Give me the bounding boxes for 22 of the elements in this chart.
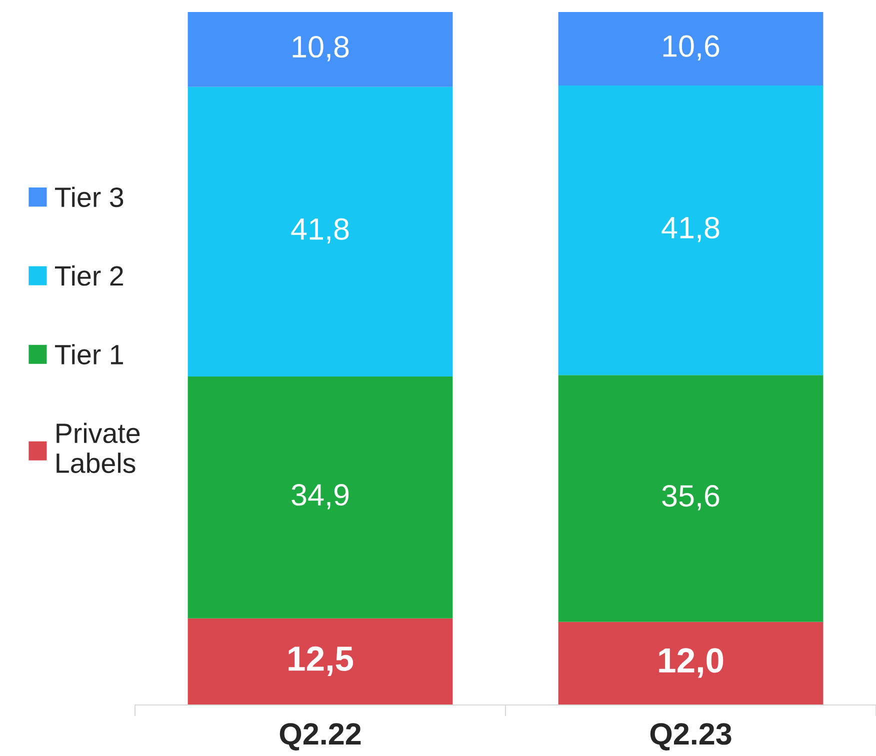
data-label: 12,5 [288,646,354,676]
data-label: 41,8 [662,216,720,242]
data-label: 41,8 [291,218,349,244]
data-label: 34,9 [292,484,349,510]
legend-label: Tier 1 [55,344,123,364]
legend-label: Tier 3 [55,186,124,208]
bar [188,618,453,705]
data-label: 10,8 [292,36,349,62]
legend-label: Tier 2 [55,265,123,286]
bar [558,375,824,622]
bar [558,85,824,376]
bar [558,622,824,705]
x-tick-label: Q2.22 [280,723,361,750]
data-label: 12,0 [659,648,724,678]
x-tick-label: Q2.23 [650,723,732,750]
bar [188,86,453,377]
bar [188,376,453,618]
bar [558,12,824,86]
bar [188,12,453,87]
data-label: 35,6 [662,485,720,510]
legend-label: Private Labels [56,422,140,474]
data-label: 10,6 [663,35,720,61]
